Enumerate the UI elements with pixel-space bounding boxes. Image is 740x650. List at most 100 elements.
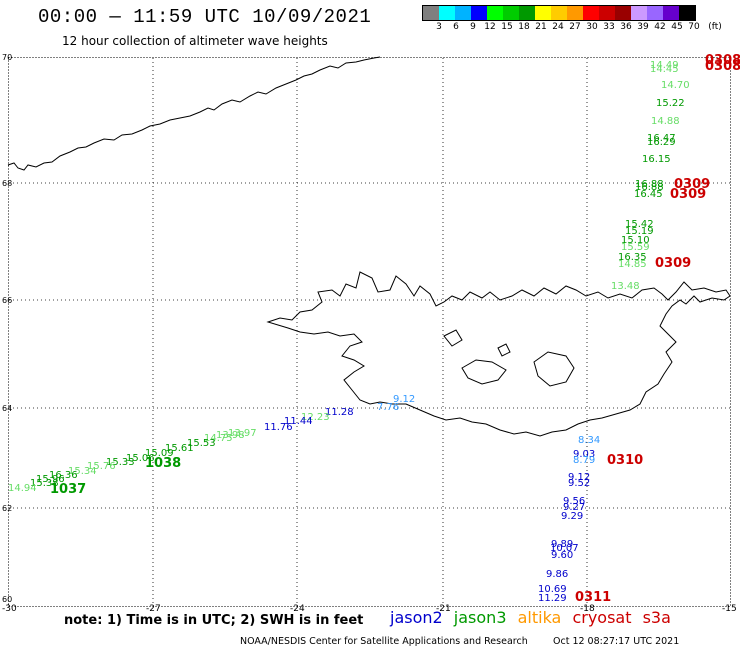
wave-height-label: 9.12 bbox=[568, 472, 590, 483]
colorbar-label: 36 bbox=[620, 22, 632, 32]
lon-label: -18 bbox=[580, 604, 595, 614]
colorbar-swatch bbox=[471, 6, 487, 20]
wave-height-label: 9.12 bbox=[393, 394, 415, 405]
colorbar-swatch bbox=[503, 6, 519, 20]
colorbar-swatch bbox=[615, 6, 631, 20]
wave-height-label: 8.79 bbox=[573, 455, 595, 466]
colorbar-label: (ft) bbox=[708, 22, 722, 32]
colorbar-label: 6 bbox=[453, 22, 459, 32]
colorbar-swatch bbox=[599, 6, 615, 20]
colorbar-label: 27 bbox=[569, 22, 581, 32]
wave-height-label: 12.23 bbox=[301, 412, 330, 423]
colorbar-swatch bbox=[535, 6, 551, 20]
wave-height-label: 16.15 bbox=[642, 154, 671, 165]
wave-height-label: 15.09 bbox=[145, 448, 174, 459]
wave-height-label: 11.28 bbox=[325, 407, 354, 418]
wave-height-label: 16.35 bbox=[618, 252, 647, 263]
lon-label: -30 bbox=[2, 604, 17, 614]
wave-height-label: 15.96 bbox=[36, 474, 65, 485]
wave-height-label: 9.03 bbox=[573, 449, 595, 460]
wave-height-label: 13.48 bbox=[611, 281, 640, 292]
colorbar-swatch bbox=[663, 6, 679, 20]
wave-height-label: 11.29 bbox=[538, 593, 567, 604]
lat-label: 70 bbox=[2, 53, 12, 62]
colorbar-swatch bbox=[583, 6, 599, 20]
wave-height-label: 14.94 bbox=[8, 483, 37, 494]
satellite-legend: jason2 jason3 altika cryosat s3a bbox=[390, 608, 677, 627]
chart-title: 00:00 — 11:59 UTC 10/09/2021 bbox=[38, 6, 372, 28]
colorbar-swatch bbox=[455, 6, 471, 20]
wave-height-label: 15.76 bbox=[87, 461, 116, 472]
pass-time-label: 0309 bbox=[670, 187, 706, 202]
wave-height-label: 16.88 bbox=[635, 182, 664, 193]
wave-height-label: 16.47 bbox=[647, 133, 676, 144]
colorbar-swatch bbox=[551, 6, 567, 20]
footer-credit: NOAA/NESDIS Center for Satellite Applica… bbox=[240, 636, 528, 647]
pass-time-label: 0308 bbox=[705, 59, 740, 74]
wave-height-label: 15.34 bbox=[68, 466, 97, 477]
wave-height-label: 9.56 bbox=[563, 496, 585, 507]
lat-label: 66 bbox=[2, 296, 12, 305]
lon-label: -27 bbox=[146, 604, 161, 614]
wave-height-label: 15.61 bbox=[165, 443, 194, 454]
greenland-coastline bbox=[7, 56, 381, 171]
longitude-labels: -30 -27 -24 -21 -18 -15 bbox=[2, 604, 737, 614]
pass-time-label: 0309 bbox=[674, 177, 710, 192]
lon-label: -24 bbox=[290, 604, 305, 614]
wave-height-label: 15.06 bbox=[126, 453, 155, 464]
wave-height-label: 9.86 bbox=[546, 569, 568, 580]
latitude-labels: 70 68 66 64 62 60 bbox=[2, 53, 12, 604]
wave-height-label: 15.19 bbox=[625, 226, 654, 237]
wave-height-label: 13.97 bbox=[228, 428, 257, 439]
wave-height-colorbar bbox=[422, 5, 696, 21]
pass-time-label: 0308 bbox=[705, 53, 740, 68]
colorbar-swatch bbox=[439, 6, 455, 20]
graticule bbox=[9, 58, 731, 606]
colorbar-swatch bbox=[519, 6, 535, 20]
lat-label: 68 bbox=[2, 179, 12, 188]
wave-height-label: 15.42 bbox=[625, 219, 654, 230]
chart-subtitle: 12 hour collection of altimeter wave hei… bbox=[62, 34, 328, 48]
legend-jason3: jason3 bbox=[453, 608, 507, 627]
wave-height-label: 16.88 bbox=[635, 179, 664, 190]
wave-height-label: 9.89 bbox=[551, 539, 573, 550]
wave-height-label: 15.10 bbox=[621, 235, 650, 246]
wave-height-label: 11.76 bbox=[264, 422, 293, 433]
wave-height-label: 14.85 bbox=[618, 259, 647, 270]
wave-height-label: 10.07 bbox=[550, 543, 579, 554]
pass-time-label: 0311 bbox=[575, 590, 611, 605]
colorbar-label: 3 bbox=[436, 22, 442, 32]
legend-jason2: jason2 bbox=[390, 608, 443, 627]
map-frame bbox=[8, 57, 731, 607]
colorbar-swatch bbox=[423, 6, 439, 20]
colorbar-label: 39 bbox=[637, 22, 649, 32]
wave-height-label: 11.44 bbox=[284, 416, 313, 427]
wave-height-label: 13.98 bbox=[216, 430, 245, 441]
lakes bbox=[443, 329, 575, 387]
wave-height-label: 16.45 bbox=[634, 189, 663, 200]
wave-height-label: 15.22 bbox=[656, 98, 685, 109]
wave-height-label: 9.27 bbox=[563, 502, 585, 513]
wave-height-label: 14.75 bbox=[204, 433, 233, 444]
wave-height-label: 9.52 bbox=[568, 478, 590, 489]
wave-height-label: 9.60 bbox=[551, 550, 573, 561]
colorbar-label: 45 bbox=[671, 22, 683, 32]
legend-s3a: s3a bbox=[642, 608, 671, 627]
colorbar-label: 9 bbox=[470, 22, 476, 32]
pass-time-label: 0309 bbox=[655, 256, 691, 271]
lat-label: 62 bbox=[2, 504, 12, 513]
note-text: note: 1) Time is in UTC; 2) SWH is in fe… bbox=[64, 613, 364, 628]
legend-altika: altika bbox=[517, 608, 562, 627]
wave-height-label: 14.45 bbox=[650, 64, 679, 75]
lon-label: -15 bbox=[722, 604, 737, 614]
colorbar-label: 12 bbox=[484, 22, 496, 32]
wave-height-label: 16.29 bbox=[647, 137, 676, 148]
wave-height-label: 10.69 bbox=[538, 584, 567, 595]
footer-timestamp: Oct 12 08:27:17 UTC 2021 bbox=[553, 636, 680, 647]
colorbar-label: 42 bbox=[654, 22, 666, 32]
colorbar-swatch bbox=[567, 6, 583, 20]
wave-height-label: 9.29 bbox=[561, 511, 583, 522]
wave-height-label: 14.70 bbox=[661, 80, 690, 91]
